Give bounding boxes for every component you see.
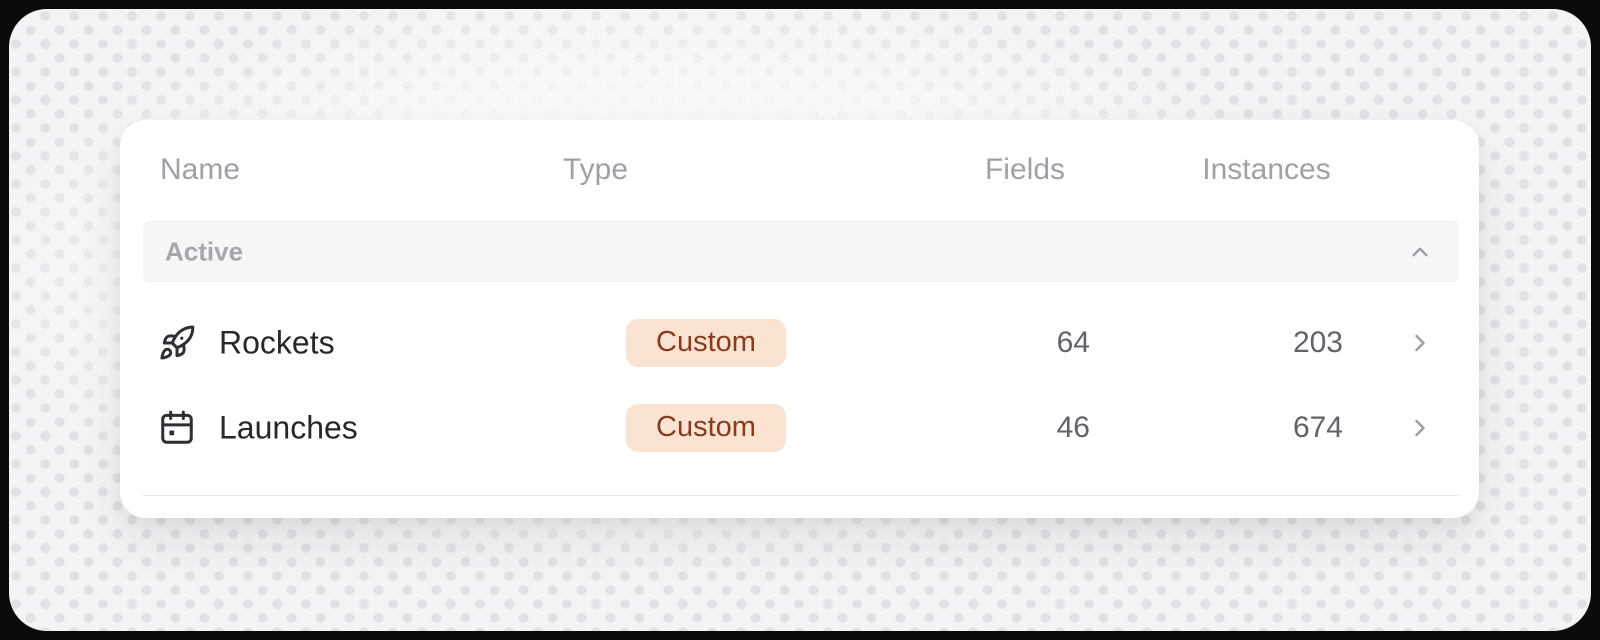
column-header-type: Type [563,153,629,186]
column-header-instances: Instances [1202,153,1331,186]
fields-count: 64 [1056,325,1090,359]
type-badge: Custom [626,318,786,367]
group-header-active[interactable]: Active [143,221,1459,282]
fields-count: 46 [1056,410,1090,444]
column-header-fields: Fields [984,153,1066,186]
row-name-label: Launches [219,409,358,445]
table-row-rockets[interactable]: Rockets Custom 64 203 [120,300,1479,385]
instances-count: 203 [1292,325,1343,359]
card-bottom-divider [143,495,1459,496]
object-types-table-card: Name Type Fields Instances Active [120,120,1479,518]
row-name-label: Rockets [219,324,335,360]
instances-count: 674 [1292,410,1343,444]
chevron-up-icon[interactable] [1407,239,1433,265]
app-background: Name Type Fields Instances Active [9,9,1591,631]
calendar-icon [158,409,196,447]
rocket-icon [158,324,196,362]
type-badge: Custom [626,403,786,452]
table-row-launches[interactable]: Launches Custom 46 674 [120,385,1479,470]
chevron-right-icon[interactable] [1406,329,1434,357]
chevron-right-icon[interactable] [1406,414,1434,442]
group-label: Active [165,236,244,266]
table-header-row: Name Type Fields Instances [120,120,1479,220]
column-header-name: Name [160,153,241,186]
